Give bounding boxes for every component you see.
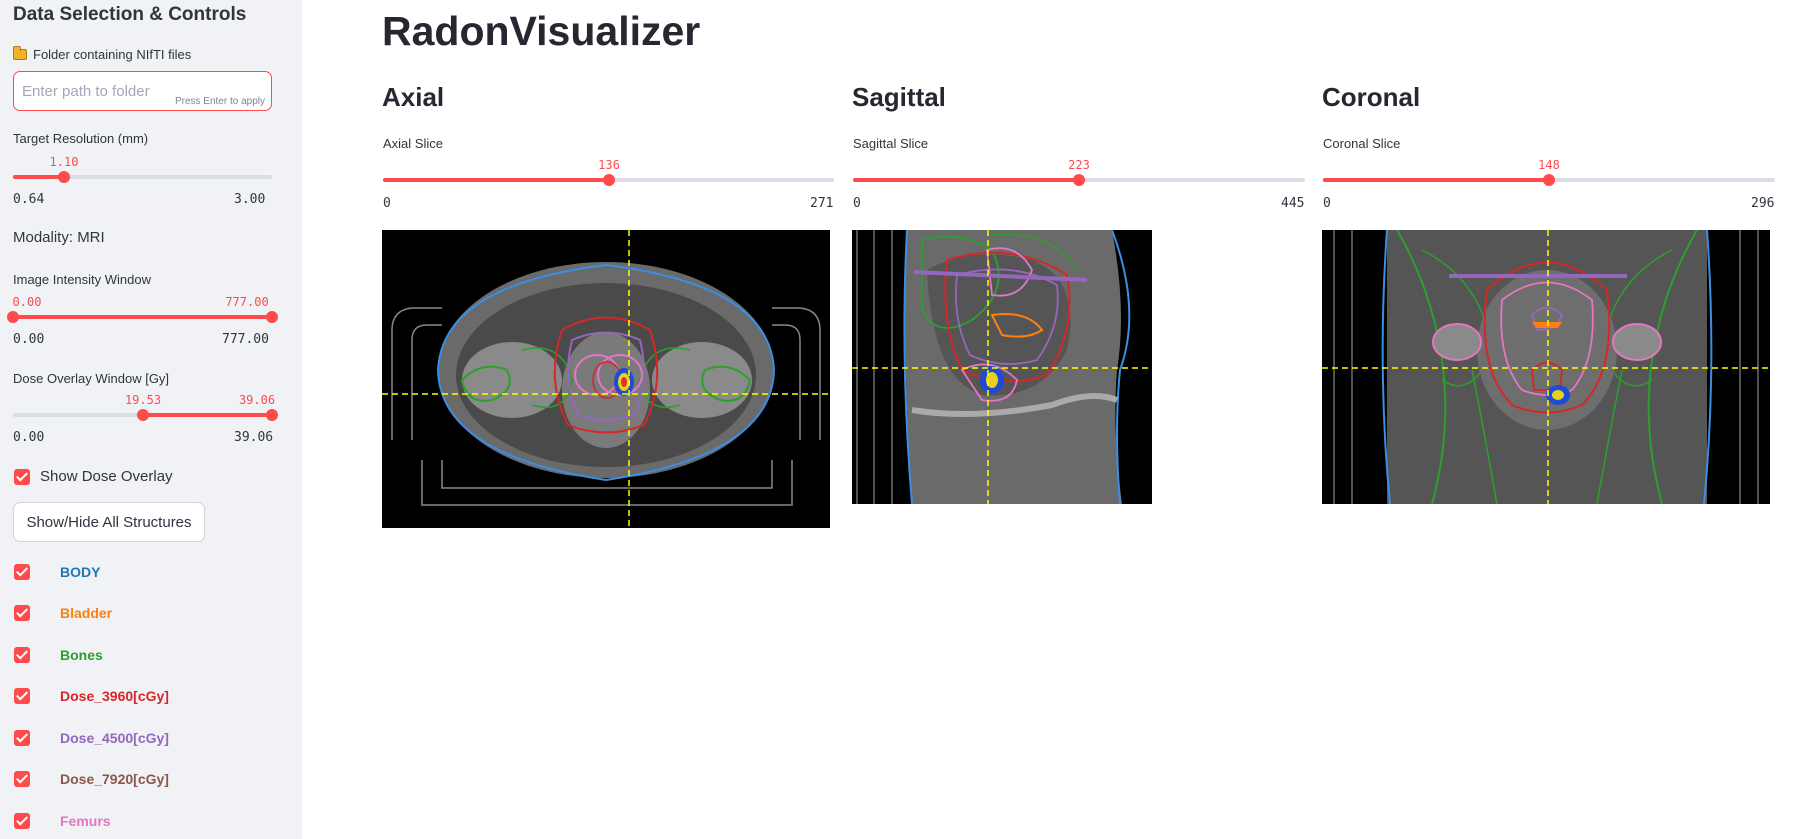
coronal-max: 296: [1751, 196, 1775, 211]
dose-window-max: 39.06: [234, 430, 274, 445]
resolution-min: 0.64: [13, 192, 45, 207]
structure-checkbox-bones[interactable]: [14, 647, 30, 663]
structure-label-dose-4500: Dose_4500[cGy]: [60, 730, 169, 746]
sagittal-min: 0: [853, 196, 861, 211]
slider-value: 136: [598, 158, 620, 172]
structure-checkbox-dose-4500[interactable]: [14, 730, 30, 746]
slider-thumb[interactable]: [58, 171, 70, 183]
sagittal-max: 445: [1281, 196, 1305, 211]
coronal-slice-label: Coronal Slice: [1323, 136, 1401, 151]
show-dose-overlay-label: Show Dose Overlay: [40, 468, 173, 485]
slider-thumb-low[interactable]: [7, 311, 19, 323]
coronal-min: 0: [1323, 196, 1331, 211]
slider-fill: [1323, 178, 1549, 182]
coronal-image[interactable]: [1322, 230, 1770, 504]
slider-value-high: 39.06: [238, 393, 276, 407]
press-enter-hint: Press Enter to apply: [174, 96, 265, 107]
structure-label-body: BODY: [60, 564, 101, 580]
slider-thumb-high[interactable]: [266, 409, 278, 421]
folder-path-field[interactable]: Press Enter to apply: [13, 71, 272, 111]
slider-value: 148: [1538, 158, 1560, 172]
slider-value-low: 19.53: [124, 393, 162, 407]
coronal-title: Coronal: [1322, 82, 1421, 112]
slider-thumb[interactable]: [603, 174, 615, 186]
slider-fill: [13, 315, 272, 319]
structure-label-bones: Bones: [60, 647, 103, 663]
folder-path-input[interactable]: [22, 80, 222, 102]
structure-label-dose-3960: Dose_3960[cGy]: [60, 688, 169, 704]
dose-window-min: 0.00: [13, 430, 45, 445]
slider-thumb[interactable]: [1073, 174, 1085, 186]
slider-fill: [143, 413, 272, 417]
structure-checkbox-body[interactable]: [14, 564, 30, 580]
structure-checkbox-dose-7920[interactable]: [14, 771, 30, 787]
structure-checkbox-femurs[interactable]: [14, 813, 30, 829]
modality-text: Modality: MRI: [13, 229, 105, 246]
slider-value-high: 777.00: [225, 295, 269, 309]
folder-icon: [13, 46, 27, 60]
slider-fill: [383, 178, 609, 182]
axial-max: 271: [810, 196, 834, 211]
slider-thumb-high[interactable]: [266, 311, 278, 323]
page-title: RadonVisualizer: [382, 8, 701, 54]
axial-image[interactable]: [382, 230, 830, 528]
axial-min: 0: [383, 196, 391, 211]
intensity-max: 777.00: [222, 332, 269, 347]
structure-checkbox-bladder[interactable]: [14, 605, 30, 621]
sagittal-image[interactable]: [852, 230, 1152, 504]
sagittal-slice-label: Sagittal Slice: [853, 136, 929, 151]
axial-title: Axial: [382, 82, 445, 112]
sidebar-title: Data Selection & Controls: [13, 4, 247, 25]
structure-checkbox-dose-3960[interactable]: [14, 688, 30, 704]
axial-slice-label: Axial Slice: [383, 136, 443, 151]
toggle-structures-button[interactable]: Show/Hide All Structures: [13, 502, 205, 542]
slider-fill: [853, 178, 1079, 182]
slider-value: 223: [1068, 158, 1090, 172]
folder-label-text: Folder containing NIfTI files: [33, 47, 192, 62]
slider-value: 1.10: [49, 155, 79, 169]
intensity-min: 0.00: [13, 332, 45, 347]
slider-thumb[interactable]: [1543, 174, 1555, 186]
resolution-label: Target Resolution (mm): [13, 131, 149, 146]
dose-window-label: Dose Overlay Window [Gy]: [13, 371, 170, 386]
slider-track[interactable]: [13, 175, 272, 179]
folder-label: Folder containing NIfTI files: [13, 46, 192, 62]
structure-label-femurs: Femurs: [60, 813, 111, 829]
intensity-label: Image Intensity Window: [13, 272, 152, 287]
sidebar: Data Selection & Controls Folder contain…: [0, 0, 302, 839]
slider-value-low: 0.00: [12, 295, 42, 309]
slider-fill: [13, 175, 64, 179]
structure-label-dose-7920: Dose_7920[cGy]: [60, 771, 169, 787]
structure-label-bladder: Bladder: [60, 605, 113, 621]
resolution-max: 3.00: [234, 192, 266, 207]
slider-thumb-low[interactable]: [137, 409, 149, 421]
show-dose-overlay-checkbox[interactable]: [14, 469, 30, 485]
sagittal-title: Sagittal: [852, 82, 946, 112]
